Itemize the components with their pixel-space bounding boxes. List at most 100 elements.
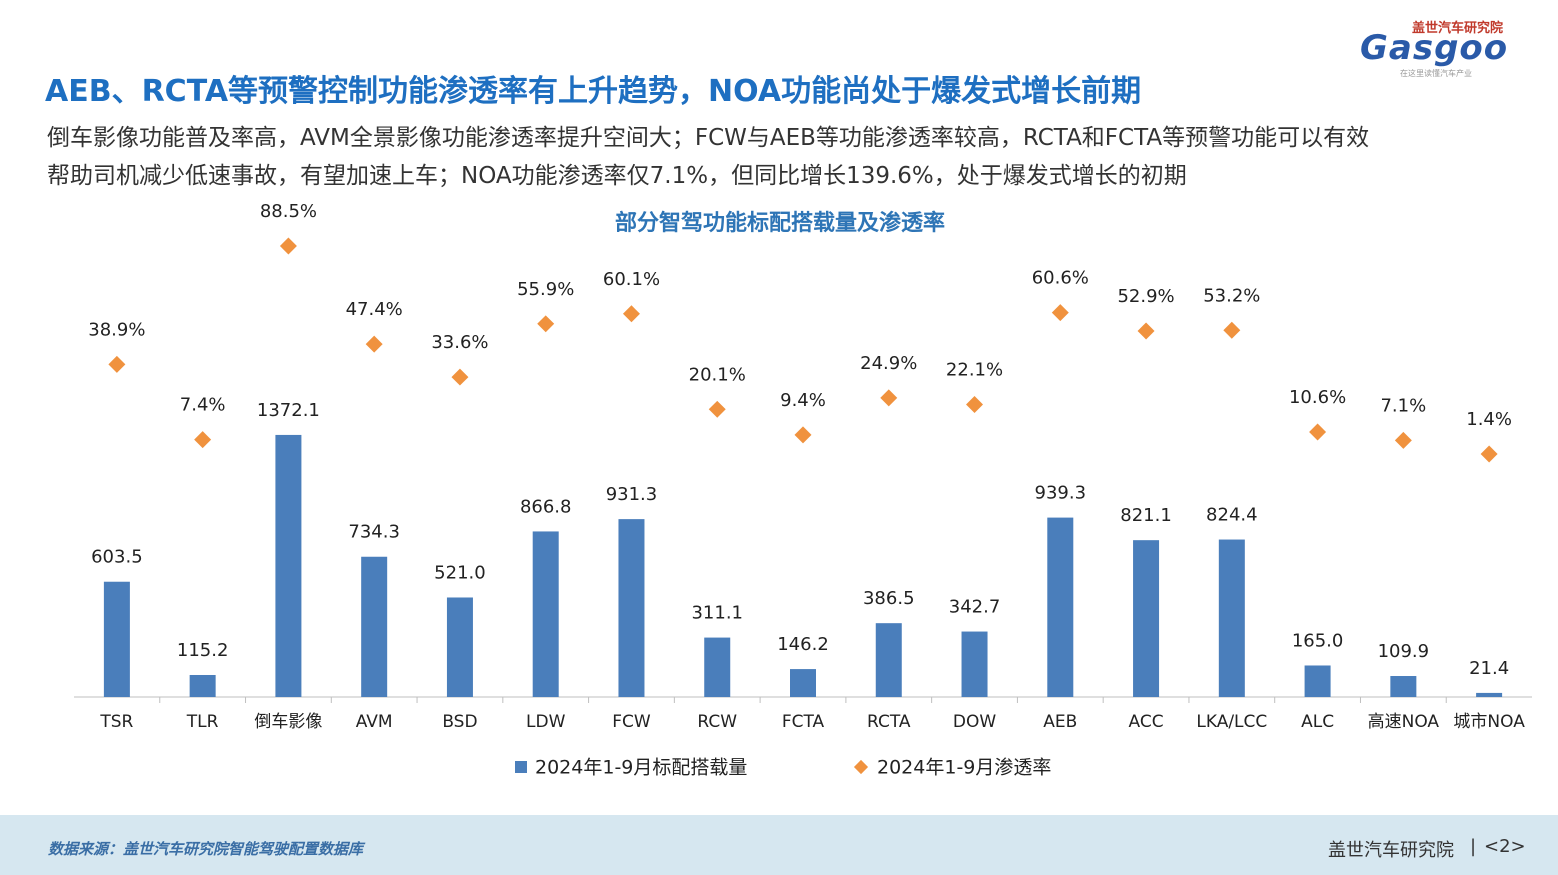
- legend-label: 2024年1-9月渗透率: [877, 757, 1051, 779]
- legend-label: 2024年1-9月标配搭载量: [535, 757, 747, 779]
- x-tick-label: RCTA: [867, 712, 911, 732]
- diamond-marker: [279, 237, 297, 255]
- bar: [875, 623, 902, 697]
- bar: [1304, 665, 1331, 697]
- diamond-marker: [108, 355, 126, 373]
- logo-tagline: 在这里读懂汽车产业: [1400, 69, 1472, 78]
- footer-brand: 盖世汽车研究院: [1328, 840, 1454, 861]
- footer-separator: |: [1470, 836, 1477, 857]
- x-tick-label: BSD: [442, 712, 477, 732]
- data-label: 821.1: [1120, 505, 1172, 526]
- diamond-marker: [1480, 445, 1498, 463]
- data-label: 9.4%: [780, 390, 826, 411]
- bar: [275, 434, 302, 697]
- data-label: 1.4%: [1466, 409, 1512, 430]
- data-label: 88.5%: [260, 201, 317, 222]
- x-tick-label: AEB: [1043, 712, 1077, 732]
- footer-band: [0, 815, 1558, 875]
- bar: [1218, 539, 1245, 697]
- diamond-marker: [1137, 322, 1155, 340]
- diamond-marker: [1309, 423, 1327, 441]
- data-label: 521.0: [434, 562, 486, 583]
- x-tick-label: LKA/LCC: [1196, 712, 1267, 732]
- bar: [704, 637, 731, 697]
- data-label: 386.5: [863, 588, 915, 609]
- subtitle-line: 帮助司机减少低速事故，有望加速上车；NOA功能渗透率仅7.1%，但同比增长139…: [47, 163, 1187, 189]
- data-label: 866.8: [520, 496, 572, 517]
- data-label: 47.4%: [346, 299, 403, 320]
- subtitle-line: 倒车影像功能普及率高，AVM全景影像功能渗透率提升空间大；FCW与AEB等功能渗…: [47, 125, 1370, 151]
- x-tick-label: 城市NOA: [1453, 712, 1525, 732]
- data-label: 52.9%: [1117, 286, 1174, 307]
- diamond-marker: [794, 426, 812, 444]
- data-label: 931.3: [606, 484, 658, 505]
- data-label: 1372.1: [257, 400, 320, 421]
- bar: [361, 556, 388, 697]
- data-label: 24.9%: [860, 353, 917, 374]
- legend-swatch: [515, 761, 527, 773]
- data-label: 115.2: [177, 640, 229, 661]
- bar: [1390, 676, 1417, 697]
- page-number: <2>: [1484, 836, 1526, 857]
- data-label: 10.6%: [1289, 387, 1346, 408]
- logo-name: 盖世汽车研究院: [1412, 21, 1504, 36]
- data-label: 824.4: [1206, 505, 1258, 526]
- diamond-marker: [451, 368, 469, 386]
- bar: [1047, 517, 1074, 697]
- diamond-marker: [1394, 431, 1412, 449]
- x-tick-label: LDW: [526, 712, 566, 732]
- data-label: 22.1%: [946, 360, 1003, 381]
- bar: [790, 669, 816, 697]
- data-label: 21.4: [1469, 658, 1509, 679]
- bar: [1133, 540, 1160, 697]
- diamond-marker: [966, 396, 984, 414]
- x-tick-label: TLR: [186, 712, 219, 732]
- bar: [103, 581, 130, 697]
- slide-title: AEB、RCTA等预警控制功能渗透率有上升趋势，NOA功能尚处于爆发式增长前期: [45, 74, 1142, 109]
- diamond-marker: [880, 389, 898, 407]
- x-tick-label: 倒车影像: [254, 712, 322, 732]
- data-label: 20.1%: [689, 364, 746, 385]
- x-tick-label: FCTA: [782, 712, 825, 732]
- data-label: 146.2: [777, 634, 829, 655]
- data-label: 7.4%: [180, 395, 226, 416]
- data-label: 33.6%: [431, 332, 488, 353]
- bar: [961, 631, 988, 697]
- bar: [189, 674, 216, 697]
- diamond-marker: [1223, 321, 1241, 339]
- data-label: 311.1: [691, 603, 743, 624]
- chart: 部分智驾功能标配搭载量及渗透率 TSR TLR 倒车影像 AVM BSD LDW FCW RC…: [74, 201, 1532, 779]
- bar: [1476, 692, 1503, 697]
- chart-title: 部分智驾功能标配搭载量及渗透率: [615, 210, 945, 236]
- diamond-marker: [708, 400, 726, 418]
- data-label: 939.3: [1035, 483, 1087, 504]
- data-label: 165.0: [1292, 630, 1344, 651]
- logo-wordmark: Gasgoo: [1360, 28, 1509, 68]
- x-tick-label: AVM: [356, 712, 393, 732]
- data-label: 342.7: [949, 597, 1001, 618]
- data-label: 53.2%: [1203, 285, 1260, 306]
- x-tick-label: ALC: [1301, 712, 1334, 732]
- diamond-marker: [365, 335, 383, 353]
- data-label: 60.1%: [603, 269, 660, 290]
- x-tick-label: 高速NOA: [1368, 712, 1440, 732]
- diamond-marker: [194, 431, 212, 449]
- x-tick-label: RCW: [697, 712, 737, 732]
- bar: [532, 531, 559, 697]
- bar: [618, 519, 645, 697]
- bar: [446, 597, 473, 697]
- legend-swatch: [853, 759, 869, 775]
- diamond-marker: [537, 315, 555, 333]
- source: 数据来源：盖世汽车研究院智能驾驶配置数据库: [48, 840, 364, 858]
- data-label: 109.9: [1378, 641, 1430, 662]
- data-label: 7.1%: [1380, 395, 1426, 416]
- x-tick-label: FCW: [612, 712, 651, 732]
- data-label: 38.9%: [88, 319, 145, 340]
- data-label: 734.3: [348, 522, 400, 543]
- data-label: 603.5: [91, 547, 143, 568]
- diamond-marker: [1051, 304, 1069, 322]
- x-tick-label: TSR: [99, 712, 133, 732]
- data-label: 60.6%: [1032, 268, 1089, 289]
- x-tick-label: DOW: [953, 712, 996, 732]
